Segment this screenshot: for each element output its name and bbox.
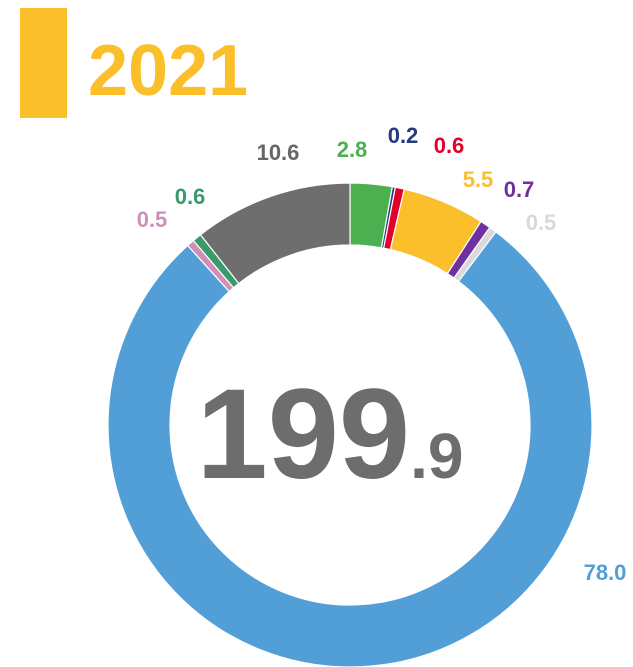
data-label: 0.2: [388, 123, 419, 148]
title-marker: [20, 8, 67, 118]
data-label: 0.6: [175, 184, 206, 209]
chart-title: 2021: [88, 31, 248, 111]
donut-slice: [107, 231, 593, 667]
center-total: 199.9: [197, 363, 464, 506]
data-label: 0.5: [137, 207, 168, 232]
data-label: 10.6: [257, 140, 300, 165]
data-label: 2.8: [337, 137, 368, 162]
data-label: 0.6: [434, 133, 465, 158]
donut-slice: [199, 182, 351, 285]
data-label: 5.5: [463, 167, 494, 192]
center-value: 199: [197, 363, 411, 506]
data-label: 0.5: [526, 210, 557, 235]
data-label: 0.7: [504, 177, 535, 202]
data-label: 78.0: [584, 560, 627, 585]
center-decimal: .9: [410, 420, 463, 492]
